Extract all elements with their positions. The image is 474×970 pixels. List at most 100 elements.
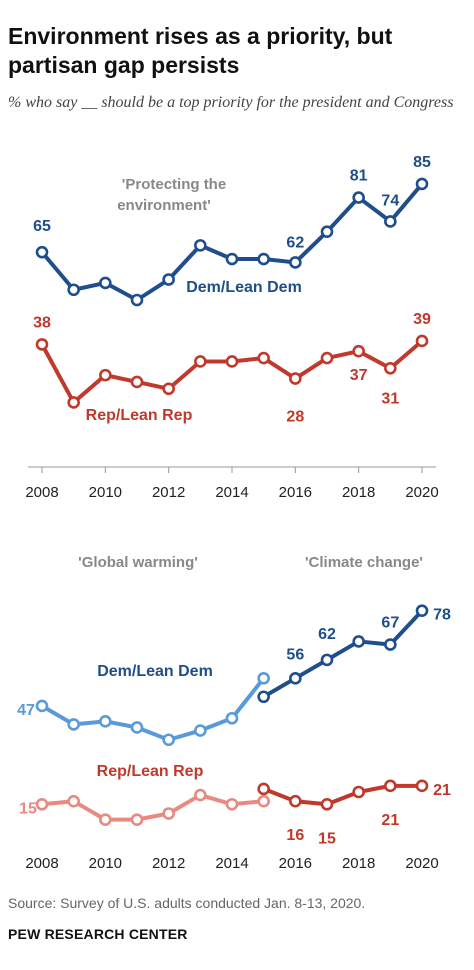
dem-data-point — [99, 715, 112, 728]
dem-data-label: 78 — [433, 607, 451, 624]
dem-data-point — [162, 273, 175, 286]
dem-series-line — [40, 676, 266, 742]
rep-data-point — [320, 351, 334, 365]
rep-data-label: 38 — [33, 314, 51, 331]
dem-data-point — [257, 672, 270, 685]
dem-data-point — [35, 245, 49, 259]
page-title: Environment rises as a priority, but par… — [8, 23, 393, 78]
x-tick-label: 2018 — [342, 484, 375, 501]
rep-data-point — [289, 794, 302, 808]
x-tick-label: 2008 — [25, 484, 58, 501]
rep-data-label: 37 — [350, 367, 368, 384]
source-note: Source: Survey of U.S. adults conducted … — [8, 895, 366, 911]
rep-data-point — [225, 355, 239, 368]
x-tick-label: 2018 — [342, 855, 375, 872]
dem-data-point — [35, 699, 49, 713]
chart-canvas: 'Protecting the environment' 65 62 81 74 85 38 2… — [17, 154, 451, 872]
rep-data-point — [35, 797, 49, 811]
rep-data-point — [162, 807, 175, 820]
dem-data-point — [194, 239, 207, 252]
rep-data-point — [194, 788, 207, 802]
dem-series-legend-label: Dem/Lean Dem — [186, 279, 302, 296]
dem-series-legend-label: Dem/Lean Dem — [97, 663, 213, 680]
dem-data-point — [67, 283, 80, 297]
dem-data-point — [352, 635, 365, 648]
rep-data-point — [415, 334, 429, 348]
rep-data-point — [130, 813, 144, 826]
dem-data-point — [257, 252, 270, 266]
x-tick-label: 2010 — [89, 855, 122, 872]
rep-data-point — [67, 396, 80, 409]
dem-data-point — [162, 733, 175, 747]
rep-series-legend-label: Rep/Lean Rep — [97, 763, 204, 780]
rep-data-point — [194, 355, 207, 368]
rep-series-line — [261, 783, 424, 807]
rep-data-label: 21 — [381, 812, 399, 829]
dem-data-point — [320, 653, 334, 667]
rep-data-label: 15 — [318, 830, 336, 847]
dem-data-label: 85 — [413, 154, 431, 171]
rep-data-label: 21 — [433, 782, 451, 799]
rep-data-point — [289, 372, 302, 385]
rep-data-point — [99, 813, 112, 826]
panel1-title-line2: environment' — [117, 197, 211, 214]
rep-data-point — [130, 375, 144, 389]
dem-data-point — [130, 293, 144, 307]
dem-data-point — [67, 718, 80, 731]
dem-data-point — [257, 690, 270, 704]
dem-data-point — [415, 177, 429, 191]
dem-data-point — [352, 191, 365, 204]
rep-data-point — [225, 797, 239, 811]
rep-data-point — [352, 344, 365, 358]
dem-data-point — [289, 672, 302, 685]
dem-data-point — [194, 724, 207, 737]
chart-subtitle: % who say __ should be a top priority fo… — [8, 94, 454, 111]
x-tick-label: 2016 — [279, 855, 312, 872]
dem-data-label: 56 — [286, 646, 304, 663]
x-tick-label: 2014 — [215, 855, 248, 872]
panel2-title-climate-change: 'Climate change' — [305, 554, 423, 571]
dem-data-label: 65 — [33, 218, 51, 235]
dem-data-point — [130, 721, 144, 734]
rep-data-label: 31 — [381, 390, 399, 407]
rep-data-point — [352, 785, 365, 799]
rep-data-point — [99, 368, 112, 382]
dem-data-label: 62 — [318, 626, 336, 643]
panel1-title-line1: 'Protecting the — [122, 176, 226, 193]
rep-data-point — [415, 779, 429, 793]
rep-data-point — [67, 794, 80, 808]
dem-data-point — [99, 276, 112, 290]
rep-data-point — [384, 779, 397, 793]
x-tick-label: 2020 — [405, 855, 438, 872]
rep-data-point — [257, 351, 270, 365]
dem-data-label: 62 — [286, 234, 304, 251]
x-tick-label: 2008 — [25, 855, 58, 872]
x-tick-label: 2014 — [215, 484, 248, 501]
rep-series-legend-label: Rep/Lean Rep — [86, 407, 193, 424]
x-tick-label: 2012 — [152, 484, 185, 501]
dem-data-point — [320, 225, 334, 239]
x-tick-label: 2020 — [405, 484, 438, 501]
rep-data-point — [162, 382, 175, 396]
organization-label: PEW RESEARCH CENTER — [8, 926, 188, 942]
dem-data-point — [415, 604, 429, 618]
dem-data-label: 47 — [17, 702, 35, 719]
dem-data-label: 67 — [381, 615, 399, 632]
rep-data-label: 39 — [413, 311, 431, 328]
x-tick-label: 2016 — [279, 484, 312, 501]
x-tick-label: 2012 — [152, 855, 185, 872]
dem-data-point — [225, 252, 239, 266]
dem-data-label: 74 — [381, 192, 399, 209]
rep-data-point — [384, 361, 397, 375]
rep-data-label: 16 — [286, 827, 304, 844]
rep-data-point — [257, 782, 270, 796]
dem-data-label: 81 — [350, 168, 368, 185]
rep-data-point — [320, 797, 334, 811]
dem-data-point — [289, 256, 302, 269]
x-tick-label: 2010 — [89, 484, 122, 501]
dem-data-point — [384, 638, 397, 651]
rep-data-label: 28 — [286, 409, 304, 426]
panel2-title-global-warming: 'Global warming' — [78, 554, 198, 571]
dem-data-point — [225, 711, 239, 725]
dem-data-point — [384, 215, 397, 228]
